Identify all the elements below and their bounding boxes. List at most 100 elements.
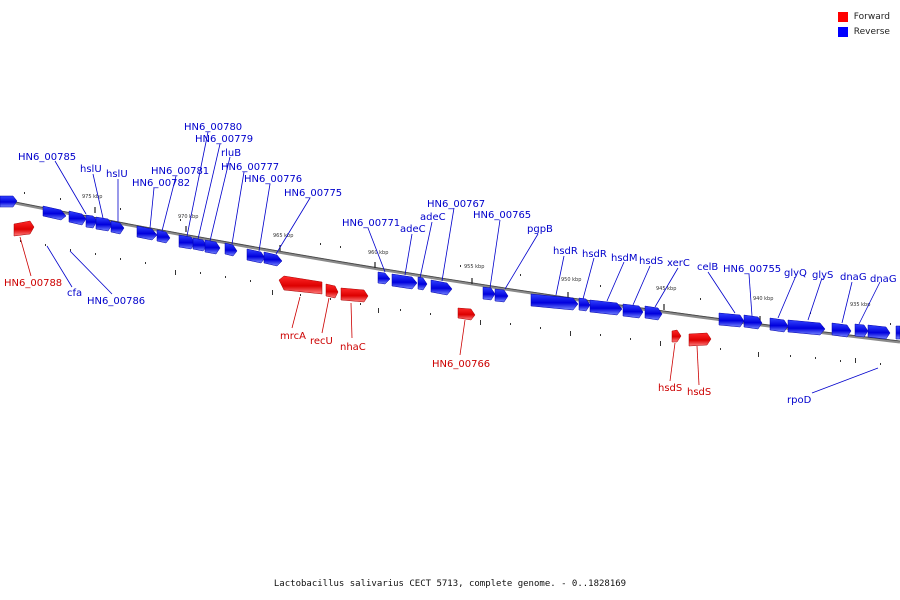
gene-label: HN6_00781 [151, 166, 209, 177]
tick-label: 975 kbp [82, 194, 102, 200]
gene-label: HN6_00755 [723, 264, 781, 275]
gene-label: xerC [667, 258, 690, 269]
genome-backbone [0, 198, 900, 344]
gene-arrow [278, 275, 323, 295]
genome-backbone-highlight [0, 198, 900, 342]
gene-label: hsdR [582, 249, 607, 260]
gene-arrow [895, 325, 900, 340]
reverse-swatch [837, 26, 848, 37]
gene-label: HN6_00779 [195, 134, 253, 145]
gene-label: HN6_00782 [132, 178, 190, 189]
tick-label: 965 kbp [273, 233, 293, 239]
gene-arrow [578, 297, 591, 312]
gene-arrow [430, 279, 453, 296]
gene-label: adeC [420, 212, 446, 223]
tick-labels: 975 kbp 970 kbp 965 kbp 960 kbp 955 kbp … [82, 194, 870, 308]
tick-label: 955 kbp [464, 264, 484, 270]
gene-label: glyQ [784, 268, 807, 279]
gene-label: HN6_00780 [184, 122, 242, 133]
gene-arrow [743, 314, 763, 330]
gene-arrow [340, 287, 369, 303]
tick-label: 960 kbp [368, 250, 388, 256]
gene-arrow [110, 220, 125, 235]
gene-arrow [0, 195, 18, 208]
forward-gene-arrows [13, 220, 712, 347]
reverse-gene-labels: HN6_00785 hslU hslU HN6_00782 HN6_00781 … [18, 122, 897, 406]
gene-label: pgpB [527, 224, 553, 235]
lower-scale-dots [20, 240, 881, 365]
gene-label: celB [697, 262, 718, 273]
reverse-gene-arrows [0, 195, 900, 340]
gene-label: HN6_00788 [4, 278, 62, 289]
gene-arrow [688, 332, 712, 347]
gene-label: rpoD [787, 395, 812, 406]
forward-callout-lines [19, 236, 700, 386]
gene-label: nhaC [340, 342, 366, 353]
gene-label: HN6_00776 [244, 174, 302, 185]
tick-label: 940 kbp [753, 296, 773, 302]
tick-label: 935 kbp [850, 302, 870, 308]
gene-arrow [644, 305, 663, 321]
gene-arrow [622, 303, 644, 319]
gene-arrow [482, 286, 496, 301]
gene-arrow [457, 307, 476, 321]
gene-arrow [867, 324, 891, 340]
gene-arrow [156, 229, 171, 244]
tick-label: 945 kbp [656, 286, 676, 292]
gene-arrow [204, 239, 221, 255]
legend-reverse-label: Reverse [853, 26, 890, 37]
gene-label: HN6_00766 [432, 359, 490, 370]
gene-arrow [325, 283, 339, 299]
gene-arrow [42, 205, 67, 221]
gene-arrow [530, 293, 579, 311]
gene-arrow [589, 299, 623, 316]
gene-arrow [13, 220, 35, 237]
tick-label: 970 kbp [178, 214, 198, 220]
gene-label: HN6_00777 [221, 162, 279, 173]
gene-label: hsdR [553, 246, 578, 257]
gene-label: HN6_00765 [473, 210, 531, 221]
gene-label: rluB [221, 148, 241, 159]
gene-label: dnaG [870, 274, 897, 285]
gene-label: adeC [400, 224, 426, 235]
forward-gene-labels: HN6_00788 mrcA recU nhaC HN6_00766 hsdS … [4, 278, 711, 398]
forward-swatch [837, 11, 848, 22]
gene-arrow [417, 276, 428, 291]
tick-label: 950 kbp [561, 277, 581, 283]
gene-arrow [95, 216, 113, 232]
gene-arrow [671, 329, 682, 343]
legend-forward: Forward [837, 9, 890, 24]
gene-label: HN6_00771 [342, 218, 400, 229]
gene-label: cfa [67, 288, 82, 299]
gene-label: HN6_00786 [87, 296, 145, 307]
gene-arrow [224, 242, 238, 257]
gene-label: hsdS [658, 383, 682, 394]
gene-label: hsdM [611, 253, 638, 264]
gene-label: hsdS [639, 256, 663, 267]
gene-arrow [391, 273, 418, 290]
gene-arrow [718, 312, 745, 328]
legend-reverse: Reverse [837, 24, 890, 39]
gene-arrow [136, 225, 158, 241]
gene-label: HN6_00767 [427, 199, 485, 210]
gene-arrow [85, 214, 98, 229]
gene-arrow [854, 323, 869, 338]
strand-legend: Forward Reverse [837, 9, 890, 39]
legend-forward-label: Forward [853, 11, 890, 22]
upper-scale-dots [24, 192, 891, 325]
gene-label: mrcA [280, 331, 306, 342]
gene-label: hslU [80, 164, 102, 175]
gene-arrow [769, 317, 789, 333]
gene-label: hslU [106, 169, 128, 180]
gene-label: HN6_00785 [18, 152, 76, 163]
gene-arrow [831, 322, 852, 338]
gene-arrow [246, 248, 266, 264]
gene-arrow [787, 319, 826, 336]
gene-label: recU [310, 336, 333, 347]
gene-label: glyS [812, 270, 833, 281]
gene-label: dnaG [840, 272, 867, 283]
gene-arrow [263, 251, 283, 267]
gene-label: HN6_00775 [284, 188, 342, 199]
reverse-callout-lines [46, 131, 881, 394]
gene-label: hsdS [687, 387, 711, 398]
